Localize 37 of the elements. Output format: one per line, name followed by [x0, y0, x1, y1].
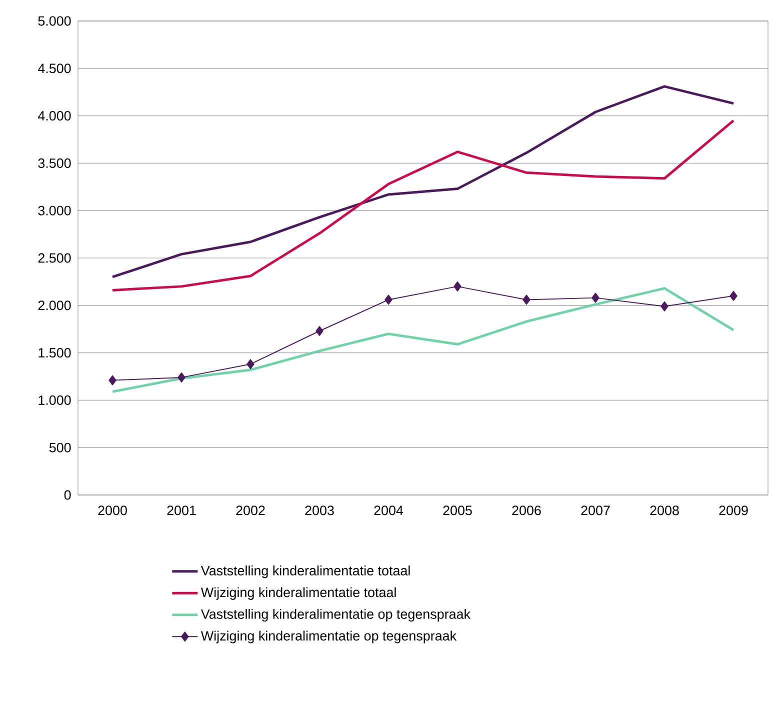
y-tick-label: 2.000	[38, 300, 71, 310]
x-tick-label: 2006	[512, 506, 541, 516]
point	[592, 292, 600, 303]
x-tick-label: 2000	[98, 506, 127, 516]
point	[730, 290, 738, 301]
legend-label: Wijziging kinderalimentatie totaal	[200, 587, 396, 600]
x-tick-label: 2005	[443, 506, 472, 516]
point	[316, 326, 324, 336]
x-tick-label: 2002	[236, 506, 265, 516]
x-tick-label: 2007	[581, 506, 610, 516]
point	[384, 294, 392, 305]
point	[660, 301, 668, 312]
x-tick-label: 2008	[650, 506, 679, 516]
line-series	[111, 85, 735, 278]
y-tick-label: 500	[49, 442, 71, 452]
x-tick-label: 2001	[167, 506, 196, 516]
line-series	[111, 119, 735, 292]
y-tick-label: 0	[64, 490, 71, 500]
y-tick-label: 1.000	[38, 395, 71, 405]
y-tick-label: 4.500	[38, 64, 71, 74]
point	[522, 294, 530, 305]
y-tick-label: 5.000	[38, 16, 71, 26]
legend-label: Vaststelling kinderalimentatie op tegenspraak	[200, 608, 471, 622]
point	[246, 359, 254, 370]
legend-label: Vaststelling kinderalimentatie totaal	[200, 566, 410, 578]
y-tick-label: 3.000	[38, 206, 71, 216]
y-tick-label: 4.000	[38, 111, 71, 121]
point	[454, 281, 462, 292]
y-tick-label: 2.500	[38, 253, 71, 263]
y-tick-label: 1.500	[38, 348, 71, 358]
point	[178, 372, 186, 382]
legend-label: Wijziging kinderalimentatie op tegenspraak	[200, 630, 457, 644]
y-tick-label: 3.500	[38, 158, 71, 168]
x-tick-label: 2004	[374, 506, 404, 516]
point	[108, 375, 116, 386]
x-tick-label: 2003	[305, 506, 334, 516]
x-tick-label: 2009	[719, 506, 748, 516]
